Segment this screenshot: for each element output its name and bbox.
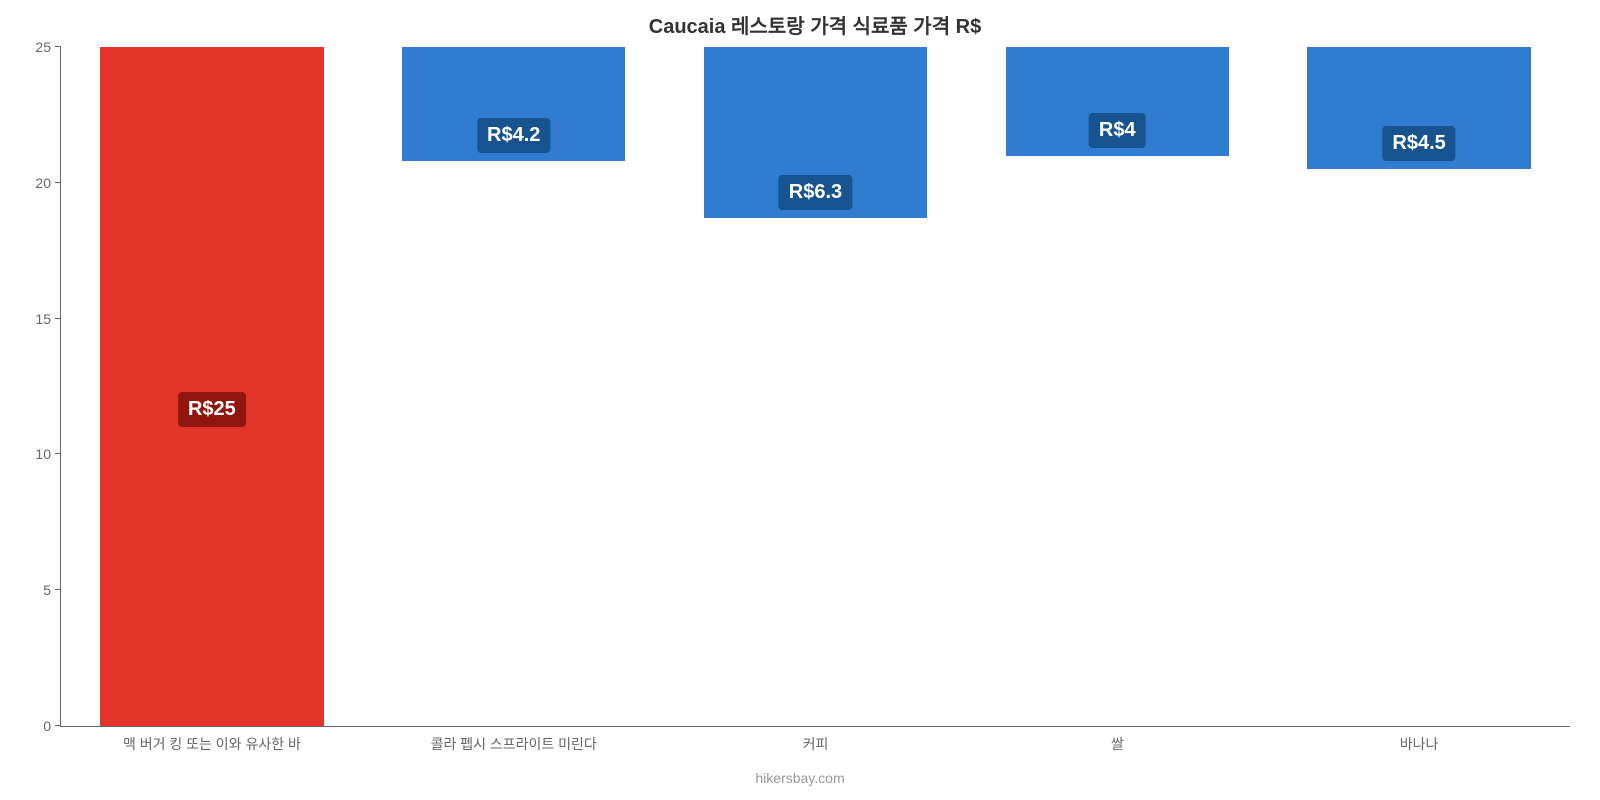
y-tick-label: 15 — [35, 311, 51, 327]
value-badge: R$6.3 — [779, 175, 852, 210]
y-tick-label: 25 — [35, 39, 51, 55]
chart-container: Caucaia 레스토랑 가격 식료품 가격 R$ 0 5 10 15 20 25 R$2… — [0, 0, 1600, 800]
bar: R$25 — [100, 47, 323, 726]
y-tick-label: 10 — [35, 446, 51, 462]
y-tick-label: 0 — [43, 718, 51, 734]
bar-slot: R$25맥 버거 킹 또는 이와 유사한 바 — [61, 47, 363, 726]
bar: R$4 — [1006, 47, 1229, 156]
credit-text: hikersbay.com — [0, 770, 1600, 786]
bar: R$4.2 — [402, 47, 625, 161]
bar: R$4.5 — [1307, 47, 1530, 169]
bar: R$6.3 — [704, 47, 927, 218]
y-tick-label: 20 — [35, 175, 51, 191]
bar-slot: R$4쌀 — [966, 47, 1268, 726]
x-tick-label: 바나나 — [1117, 734, 1600, 754]
chart-title: Caucaia 레스토랑 가격 식료품 가격 R$ — [60, 10, 1570, 39]
bar-slot: R$6.3커피 — [665, 47, 967, 726]
bar-slot: R$4.5바나나 — [1268, 47, 1570, 726]
value-badge: R$4 — [1089, 113, 1146, 148]
plot-area: 0510152025 R$25맥 버거 킹 또는 이와 유사한 바R$4.2콜라… — [60, 47, 1570, 727]
value-badge: R$25 — [178, 392, 246, 427]
value-badge: R$4.5 — [1382, 126, 1455, 161]
bar-slot: R$4.2콜라 펩시 스프라이트 미린다 — [363, 47, 665, 726]
y-tick-label: 5 — [43, 582, 51, 598]
bars-group: R$25맥 버거 킹 또는 이와 유사한 바R$4.2콜라 펩시 스프라이트 미… — [61, 47, 1570, 726]
value-badge: R$4.2 — [477, 118, 550, 153]
